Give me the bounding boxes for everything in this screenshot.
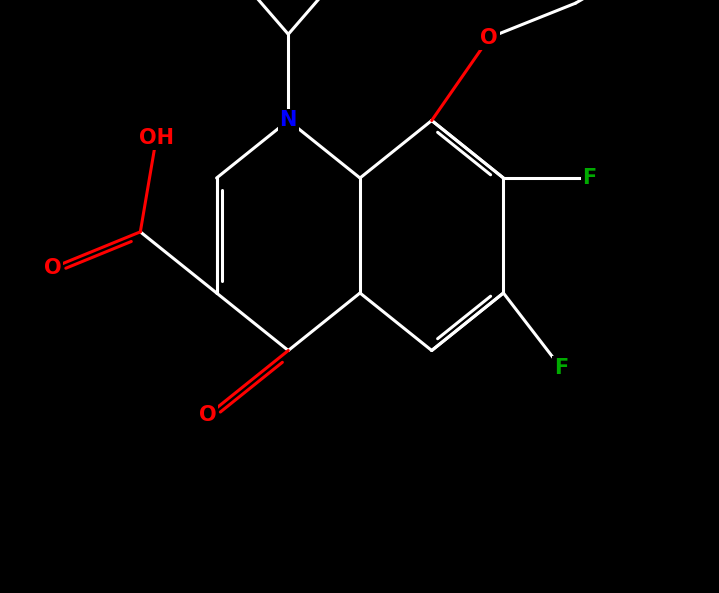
Text: F: F: [582, 168, 597, 188]
Text: N: N: [280, 110, 297, 130]
Text: O: O: [198, 405, 216, 425]
Text: O: O: [44, 258, 61, 278]
Text: O: O: [480, 28, 498, 47]
Text: F: F: [554, 358, 568, 378]
Text: OH: OH: [139, 129, 174, 148]
